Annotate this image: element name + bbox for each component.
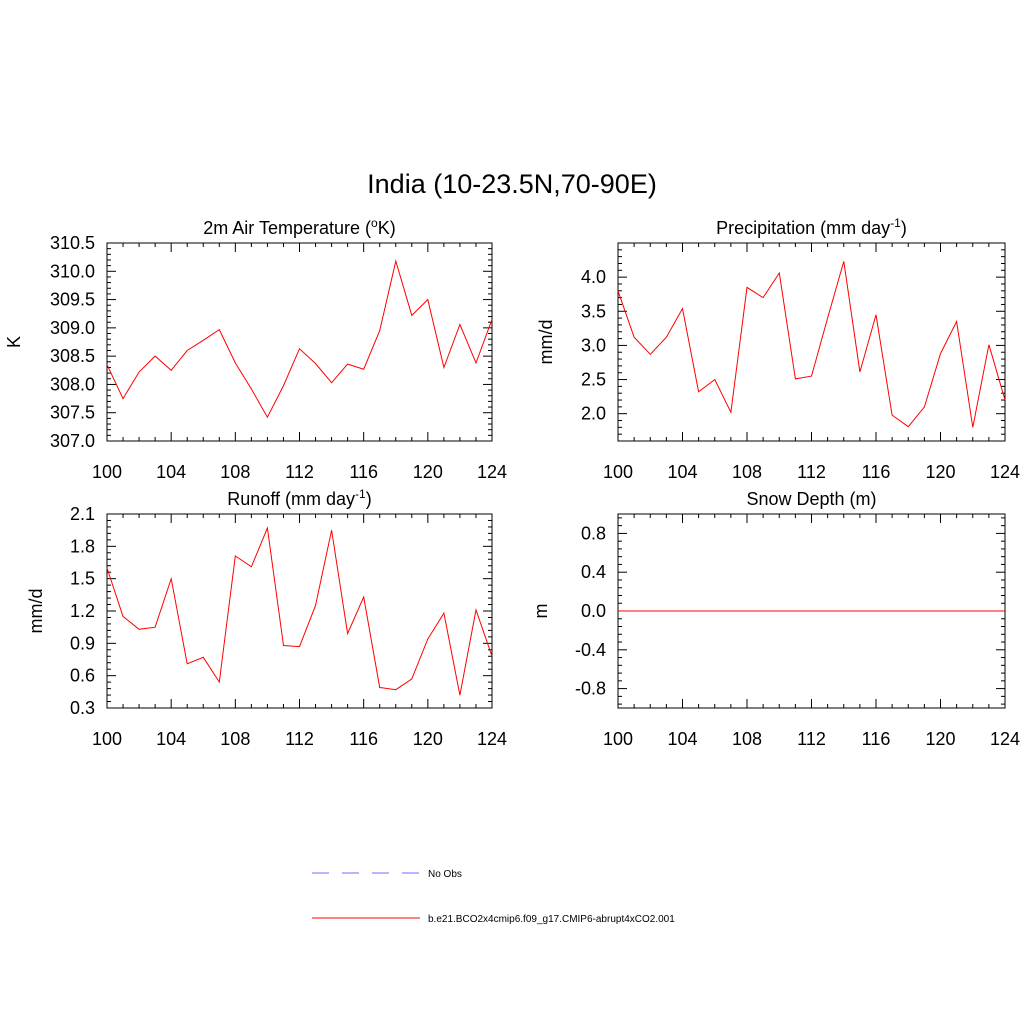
panel-title: Precipitation (mm day-1) bbox=[716, 216, 907, 238]
y-tick-label: 310.0 bbox=[50, 261, 95, 281]
x-tick-label: 100 bbox=[603, 462, 633, 482]
panels: 100 104 108 112 116 120 124 307.0 307.5 308.0 308.… bbox=[4, 216, 1020, 749]
x-tick-label: 120 bbox=[925, 462, 955, 482]
plot-frame bbox=[617, 242, 1006, 442]
y-tick-label: 3.0 bbox=[581, 335, 606, 355]
y-tick-label: 0.8 bbox=[581, 523, 606, 543]
panel-title: Snow Depth (m) bbox=[746, 489, 876, 509]
y-tick-label: 307.0 bbox=[50, 431, 95, 451]
panel-2: 100 104 108 112 116 120 124 2.0 2.5 3.0 3.5 4.0 Prec… bbox=[536, 216, 1020, 482]
legend-label-model: b.e21.BCO2x4cmip6.f09_g17.CMIP6-abrupt4x… bbox=[428, 914, 675, 925]
y-tick-label: 2.5 bbox=[581, 370, 606, 390]
x-tick-label: 120 bbox=[925, 729, 955, 749]
x-tick-label: 124 bbox=[477, 729, 507, 749]
y-axis-label: mm/d bbox=[536, 320, 556, 365]
y-axis-label: m bbox=[531, 604, 551, 619]
x-tick-label: 108 bbox=[220, 729, 250, 749]
x-tick-label: 116 bbox=[862, 462, 891, 482]
y-tick-label: 0.4 bbox=[581, 562, 606, 582]
x-tick-label: 100 bbox=[603, 729, 633, 749]
x-tick-label: 124 bbox=[477, 462, 507, 482]
y-tick-label: 0.6 bbox=[70, 666, 95, 686]
x-tick-label: 112 bbox=[285, 462, 314, 482]
x-tick-label: 116 bbox=[349, 462, 378, 482]
x-tick-label: 116 bbox=[349, 729, 378, 749]
y-tick-label: 309.5 bbox=[50, 290, 95, 310]
y-tick-label: 0.0 bbox=[581, 601, 606, 621]
x-tick-label: 116 bbox=[862, 729, 891, 749]
y-tick-label: -0.4 bbox=[575, 640, 606, 660]
y-tick-label: -0.8 bbox=[575, 679, 606, 699]
y-axis-label: K bbox=[4, 336, 24, 348]
panel-title: 2m Air Temperature (oK) bbox=[203, 216, 395, 238]
x-tick-label: 112 bbox=[797, 462, 826, 482]
y-tick-label: 309.0 bbox=[50, 318, 95, 338]
x-tick-label: 108 bbox=[732, 729, 762, 749]
y-tick-label: 3.5 bbox=[581, 301, 606, 321]
y-tick-label: 0.3 bbox=[70, 698, 95, 718]
x-tick-label: 104 bbox=[667, 729, 697, 749]
y-tick-label: 308.0 bbox=[50, 374, 95, 394]
y-tick-label: 2.0 bbox=[581, 404, 606, 424]
x-tick-label: 120 bbox=[413, 462, 443, 482]
x-tick-label: 100 bbox=[92, 729, 122, 749]
x-tick-label: 112 bbox=[285, 729, 314, 749]
plot-frame bbox=[106, 242, 493, 442]
x-tick-label: 108 bbox=[732, 462, 762, 482]
x-tick-label: 104 bbox=[667, 462, 697, 482]
x-tick-label: 100 bbox=[92, 462, 122, 482]
x-tick-label: 120 bbox=[413, 729, 443, 749]
y-tick-label: 2.1 bbox=[70, 504, 95, 524]
x-tick-label: 104 bbox=[156, 462, 186, 482]
y-tick-label: 1.8 bbox=[70, 536, 95, 556]
series-line-model bbox=[106, 259, 493, 419]
legend-label-obs: No Obs bbox=[428, 869, 462, 880]
y-tick-label: 4.0 bbox=[581, 267, 606, 287]
y-tick-label: 1.5 bbox=[70, 569, 95, 589]
y-tick-label: 308.5 bbox=[50, 346, 95, 366]
panel-4: 100 104 108 112 116 120 124 -0.8 -0.4 0.0 0.4 0.8 Sn… bbox=[531, 489, 1020, 749]
x-tick-label: 112 bbox=[797, 729, 826, 749]
figure-title: India (10-23.5N,70-90E) bbox=[367, 169, 657, 199]
y-axis-label: mm/d bbox=[26, 589, 46, 634]
x-tick-label: 124 bbox=[990, 462, 1020, 482]
y-tick-label: 1.2 bbox=[70, 601, 95, 621]
panel-3: 100 104 108 112 116 120 124 0.3 0.6 0.9 1.2 1.5 1.8 2… bbox=[26, 487, 507, 749]
panel-1: 100 104 108 112 116 120 124 307.0 307.5 308.0 308.… bbox=[4, 216, 507, 482]
panel-title: Runoff (mm day-1) bbox=[227, 487, 371, 509]
y-tick-label: 310.5 bbox=[50, 233, 95, 253]
y-tick-label: 0.9 bbox=[70, 633, 95, 653]
series-line-model bbox=[617, 261, 1006, 428]
series-line-model bbox=[106, 526, 493, 696]
x-tick-label: 108 bbox=[220, 462, 250, 482]
plot-frame bbox=[106, 513, 493, 709]
x-tick-label: 124 bbox=[990, 729, 1020, 749]
y-tick-label: 307.5 bbox=[50, 403, 95, 423]
x-tick-label: 104 bbox=[156, 729, 186, 749]
legend: No Obs b.e21.BCO2x4cmip6.f09_g17.CMIP6-a… bbox=[312, 869, 675, 925]
